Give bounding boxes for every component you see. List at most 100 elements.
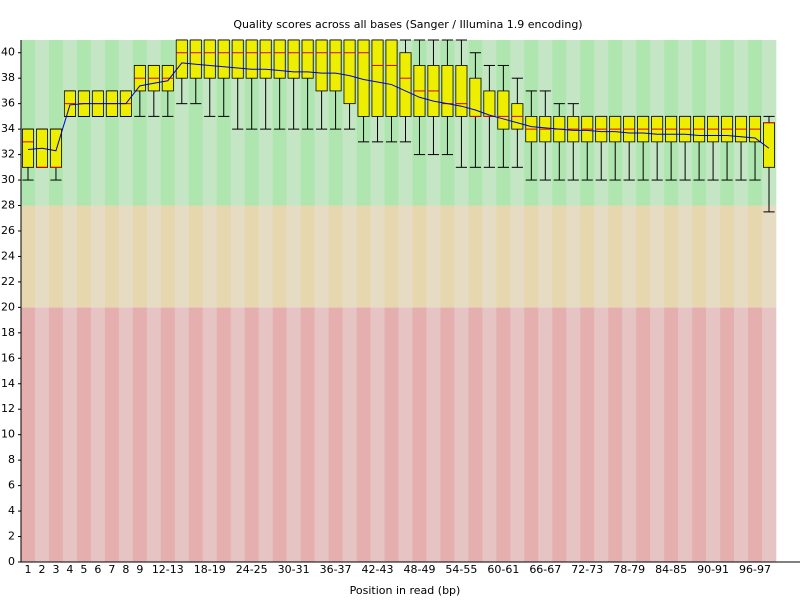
x-tick-label: 54-55 xyxy=(445,563,477,576)
x-tick-label: 1 xyxy=(24,563,31,576)
quality-zone xyxy=(454,205,469,308)
quality-zone xyxy=(104,307,120,562)
quality-zone xyxy=(510,205,525,308)
mean-line xyxy=(27,62,770,152)
quality-zone xyxy=(62,40,78,206)
x-tick-label: 96-97 xyxy=(739,563,771,576)
quality-zone xyxy=(48,205,64,308)
quality-zone xyxy=(188,205,204,308)
y-tick-label: 16 xyxy=(1,351,15,364)
quality-zone xyxy=(762,307,777,562)
quality-zone xyxy=(314,205,329,308)
quality-zone xyxy=(650,205,665,308)
quality-zone xyxy=(272,205,287,308)
quality-zone xyxy=(174,40,190,206)
quality-zone xyxy=(118,205,134,308)
box xyxy=(483,90,496,117)
x-tick-label: 24-25 xyxy=(236,563,268,576)
quality-zone xyxy=(160,40,176,206)
quality-zone xyxy=(580,307,595,562)
box xyxy=(231,39,244,79)
y-tick-label: 26 xyxy=(1,224,15,237)
quality-zone xyxy=(216,307,232,562)
quality-zone xyxy=(608,205,623,308)
y-tick-label: 10 xyxy=(1,428,15,441)
quality-zone xyxy=(48,40,64,206)
quality-zone xyxy=(580,205,595,308)
box xyxy=(329,39,342,92)
x-tick-label: 8 xyxy=(122,563,129,576)
box xyxy=(343,39,356,105)
quality-zone xyxy=(90,205,106,308)
quality-zone xyxy=(342,307,357,562)
quality-zone xyxy=(244,307,259,562)
box xyxy=(175,39,188,79)
quality-zone xyxy=(370,307,385,562)
x-tick-label: 6 xyxy=(94,563,101,576)
box xyxy=(189,39,202,79)
quality-zone xyxy=(412,307,427,562)
quality-zone xyxy=(664,205,679,308)
quality-zone xyxy=(496,205,511,308)
y-tick-label: 34 xyxy=(1,122,15,135)
y-tick-label: 20 xyxy=(1,300,15,313)
quality-zone xyxy=(34,205,50,308)
quality-zone xyxy=(706,205,721,308)
x-axis-title: Position in read (bp) xyxy=(350,584,461,597)
y-tick-label: 4 xyxy=(8,504,15,517)
quality-zone xyxy=(748,205,763,308)
quality-zone xyxy=(706,307,721,562)
quality-zone xyxy=(132,307,148,562)
x-tick-label: 72-73 xyxy=(571,563,603,576)
quality-zone xyxy=(384,307,399,562)
y-tick-label: 32 xyxy=(1,148,15,161)
quality-zone xyxy=(594,205,609,308)
quality-zone xyxy=(76,40,92,206)
box xyxy=(371,39,384,117)
quality-zone xyxy=(21,307,36,562)
quality-zone xyxy=(202,307,218,562)
box xyxy=(469,77,482,117)
quality-zone xyxy=(132,205,148,308)
y-tick-label: 12 xyxy=(1,402,15,415)
quality-zone xyxy=(468,205,483,308)
quality-zone xyxy=(636,307,651,562)
quality-zone xyxy=(174,205,190,308)
quality-zone xyxy=(720,307,735,562)
x-tick-label: 48-49 xyxy=(403,563,435,576)
quality-zone xyxy=(692,205,707,308)
y-tick-label: 22 xyxy=(1,275,15,288)
quality-zone xyxy=(678,307,693,562)
x-tick-label: 2 xyxy=(38,563,45,576)
quality-zone xyxy=(608,307,623,562)
quality-zone xyxy=(342,205,357,308)
box xyxy=(455,65,468,117)
quality-zone xyxy=(202,40,218,206)
quality-zone xyxy=(552,307,567,562)
box xyxy=(49,128,62,168)
box xyxy=(259,39,272,79)
quality-zone xyxy=(62,205,78,308)
box xyxy=(301,39,314,79)
box xyxy=(203,39,216,79)
y-tick-label: 2 xyxy=(8,530,15,543)
quality-zone xyxy=(468,307,483,562)
quality-zone xyxy=(692,307,707,562)
quality-zone xyxy=(328,307,343,562)
quality-zone xyxy=(412,205,427,308)
box xyxy=(273,39,286,79)
box xyxy=(21,128,34,168)
x-tick-label: 30-31 xyxy=(278,563,310,576)
quality-zone xyxy=(118,40,134,206)
quality-zone xyxy=(188,307,204,562)
quality-zone xyxy=(300,205,315,308)
quality-zone xyxy=(216,40,232,206)
quality-zone xyxy=(286,205,301,308)
quality-zone xyxy=(230,205,246,308)
quality-zone xyxy=(328,205,343,308)
quality-zone xyxy=(566,307,581,562)
quality-zone xyxy=(230,307,246,562)
quality-zone xyxy=(748,307,763,562)
quality-zone xyxy=(300,307,315,562)
